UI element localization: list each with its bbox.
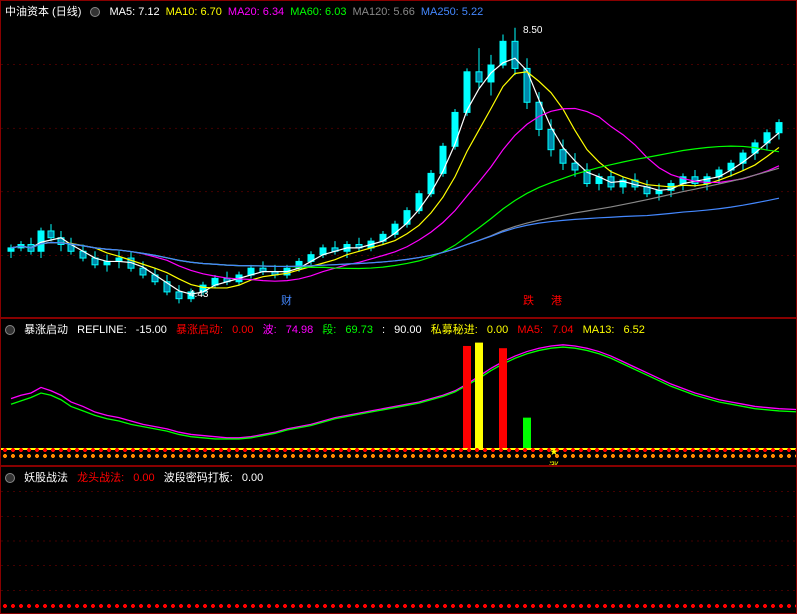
ind1-header: 暴涨启动 REFLINE: -15.00 暴涨启动: 0.00 波: 74.98… [5, 321, 657, 337]
ind-label: -15.00 [136, 324, 167, 336]
ind-label: 74.98 [286, 324, 314, 336]
dot-row-icon [1, 603, 796, 609]
candlestick-chart [1, 1, 797, 318]
ind-label: 69.73 [345, 324, 373, 336]
ma-label: MA60: 6.03 [290, 6, 346, 18]
ind-label: 龙头战法: [77, 472, 124, 484]
dot-row-icon [1, 453, 796, 459]
ind-label: MA5: [517, 324, 543, 336]
ma-label: MA250: 5.22 [421, 6, 483, 18]
price-high-annotation: 8.50 [523, 25, 542, 36]
ind-label: MA13: [583, 324, 615, 336]
ma-toggle-icon[interactable] [90, 7, 100, 17]
price-low-annotation: 4.43 [189, 289, 208, 300]
main-candlestick-panel[interactable]: 中油资本 (日线) MA5: 7.12 MA10: 6.70 MA20: 6.34 M… [0, 0, 797, 318]
indicator-panel-2[interactable]: 妖股战法 龙头战法: 0.00 波段密码打板: 0.00 [0, 466, 797, 614]
ind-label: 波段密码打板: [164, 472, 233, 484]
indicator-panel-1[interactable]: 暴涨启动 REFLINE: -15.00 暴涨启动: 0.00 波: 74.98… [0, 318, 797, 466]
ind2-header: 妖股战法 龙头战法: 0.00 波段密码打板: 0.00 [5, 469, 275, 485]
star-marker-icon: ★涨 [549, 447, 559, 466]
ind-label: REFLINE: [77, 324, 127, 336]
marker-tag: 财 [279, 291, 294, 309]
ind-label: 0.00 [232, 324, 253, 336]
ind-label: 私募秘进: [431, 324, 478, 336]
ind-label: 暴涨启动 [24, 324, 68, 336]
marker-tag: 跌 [521, 291, 536, 309]
indicator-chart-1 [1, 319, 797, 466]
ind-label: 7.04 [552, 324, 573, 336]
ind-label: : [382, 324, 385, 336]
ind-label: 暴涨启动: [176, 324, 223, 336]
ind-label: 波: [263, 324, 277, 336]
ind2-toggle-icon[interactable] [5, 473, 15, 483]
ma-label: MA10: 6.70 [166, 6, 222, 18]
main-header: 中油资本 (日线) MA5: 7.12 MA10: 6.70 MA20: 6.34 M… [5, 3, 495, 19]
ma-label: MA20: 6.34 [228, 6, 284, 18]
ind-label: 90.00 [394, 324, 422, 336]
ind-label: 0.00 [133, 472, 154, 484]
indicator-chart-2 [1, 467, 797, 614]
ma-label: MA120: 5.66 [352, 6, 414, 18]
ma-label: MA5: 7.12 [110, 6, 160, 18]
ind-label: 0.00 [487, 324, 508, 336]
ind-label: 妖股战法 [24, 472, 68, 484]
ind-label: 6.52 [623, 324, 644, 336]
stock-title: 中油资本 (日线) [5, 6, 81, 18]
marker-tag: 港 [549, 291, 564, 309]
ind-label: 0.00 [242, 472, 263, 484]
ind-label: 段: [322, 324, 336, 336]
ind1-toggle-icon[interactable] [5, 325, 15, 335]
